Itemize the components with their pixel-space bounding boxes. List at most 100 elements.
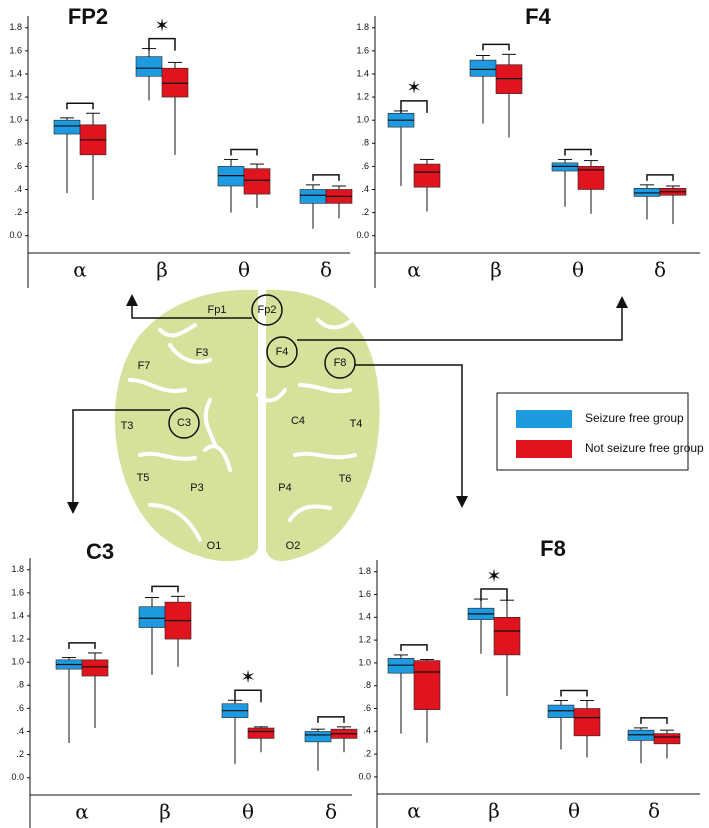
legend-label: Seizure free group bbox=[585, 411, 684, 425]
box-plot bbox=[627, 727, 655, 764]
box bbox=[81, 659, 109, 677]
y-tick-label: 1.4 bbox=[9, 68, 22, 78]
significance-bracket bbox=[480, 588, 508, 602]
y-tick-label: .6 bbox=[14, 161, 22, 171]
box-plot bbox=[387, 654, 415, 734]
x-tick-label: θ bbox=[242, 800, 254, 824]
y-tick-label: .2 bbox=[14, 207, 22, 217]
y-tick-label: 1.6 bbox=[11, 587, 24, 597]
chart-title: FP2 bbox=[68, 4, 108, 29]
y-tick-label: 0.0 bbox=[11, 772, 24, 782]
x-tick-label: α bbox=[407, 258, 421, 282]
significance-bracket bbox=[312, 174, 340, 181]
box bbox=[247, 727, 275, 739]
box-plot bbox=[577, 160, 605, 214]
box-plot bbox=[81, 652, 109, 729]
significance-bracket bbox=[148, 37, 176, 51]
electrode-circle bbox=[324, 347, 356, 379]
box-plot bbox=[573, 700, 601, 758]
box bbox=[469, 59, 497, 77]
x-tick-label: β bbox=[159, 800, 171, 824]
box-plot bbox=[164, 595, 192, 667]
y-tick-label: 0.0 bbox=[358, 771, 371, 781]
chart-title: F4 bbox=[525, 4, 551, 29]
x-tick-label: δ bbox=[320, 258, 332, 282]
box-plot bbox=[413, 658, 441, 743]
x-tick-label: δ bbox=[654, 258, 666, 282]
y-tick-label: .6 bbox=[361, 161, 369, 171]
legend-swatch bbox=[516, 410, 572, 428]
chart-title: C3 bbox=[86, 539, 114, 564]
y-tick-label: 1.4 bbox=[356, 68, 369, 78]
box-plot bbox=[467, 598, 495, 654]
electrode-circle bbox=[251, 294, 283, 326]
box-plot bbox=[247, 726, 275, 753]
legend-swatch bbox=[516, 440, 572, 458]
box-plot bbox=[413, 158, 441, 212]
arrow bbox=[297, 296, 628, 341]
electrode-label: P3 bbox=[190, 482, 203, 494]
box-plot bbox=[633, 184, 661, 220]
electrode-label: P4 bbox=[278, 482, 291, 494]
y-tick-label: 1.6 bbox=[356, 45, 369, 55]
x-tick-label: θ bbox=[568, 799, 580, 823]
significance-bracket bbox=[68, 642, 96, 649]
brain bbox=[114, 289, 380, 562]
y-tick-label: 1.2 bbox=[9, 91, 22, 101]
chart-title: F8 bbox=[540, 536, 566, 561]
box-plot bbox=[161, 61, 189, 155]
y-tick-label: 0.0 bbox=[9, 230, 22, 240]
electrode-label: Fp1 bbox=[208, 304, 227, 316]
y-tick-label: .4 bbox=[361, 184, 369, 194]
box bbox=[413, 163, 441, 188]
x-tick-label: β bbox=[490, 258, 502, 282]
y-tick-label: 1.8 bbox=[9, 22, 22, 32]
significance-bracket bbox=[317, 716, 345, 723]
electrode-label: O2 bbox=[286, 540, 301, 552]
box bbox=[573, 708, 601, 737]
significance-bracket bbox=[234, 689, 262, 703]
box-plot bbox=[659, 185, 687, 225]
box bbox=[299, 189, 327, 204]
x-tick-label: α bbox=[73, 258, 87, 282]
significance-bracket bbox=[66, 102, 94, 110]
box-plot bbox=[547, 700, 575, 750]
arrow bbox=[355, 364, 468, 508]
y-tick-label: 1.2 bbox=[356, 91, 369, 101]
electrode-circle bbox=[168, 407, 200, 439]
y-tick-label: .8 bbox=[16, 680, 24, 690]
legend-label: Not seizure free group bbox=[585, 441, 704, 455]
y-tick-label: .2 bbox=[16, 749, 24, 759]
y-tick-label: 1.2 bbox=[11, 633, 24, 643]
significance-bracket bbox=[560, 689, 588, 697]
electrode-label: F7 bbox=[138, 360, 151, 372]
electrode-label: T6 bbox=[339, 473, 352, 485]
box-plot bbox=[325, 185, 353, 219]
electrode-label: Fp2 bbox=[258, 304, 277, 316]
box-plot bbox=[53, 117, 81, 193]
y-tick-label: .6 bbox=[363, 703, 371, 713]
electrode-label: T5 bbox=[137, 472, 150, 484]
y-tick-label: .2 bbox=[361, 207, 369, 217]
y-tick-label: 1.4 bbox=[358, 612, 371, 622]
significance-bracket bbox=[646, 174, 674, 181]
box bbox=[577, 166, 605, 190]
y-tick-label: .8 bbox=[361, 138, 369, 148]
y-tick-label: 1.4 bbox=[11, 610, 24, 620]
box-plot bbox=[551, 158, 579, 207]
y-tick-label: .8 bbox=[14, 138, 22, 148]
box bbox=[304, 731, 332, 743]
significance-star: ✶ bbox=[406, 78, 421, 98]
y-tick-label: .4 bbox=[16, 726, 24, 736]
electrode-label: O1 bbox=[207, 540, 222, 552]
box-plot bbox=[330, 726, 358, 753]
electrode-circle bbox=[266, 336, 298, 368]
y-tick-label: 0.0 bbox=[356, 230, 369, 240]
significance-star: ✶ bbox=[240, 667, 255, 687]
box bbox=[53, 119, 81, 135]
box-plot bbox=[135, 48, 163, 101]
box bbox=[138, 606, 166, 628]
y-tick-label: 1.2 bbox=[358, 634, 371, 644]
y-tick-label: 1.8 bbox=[11, 564, 24, 574]
y-tick-label: .6 bbox=[16, 703, 24, 713]
